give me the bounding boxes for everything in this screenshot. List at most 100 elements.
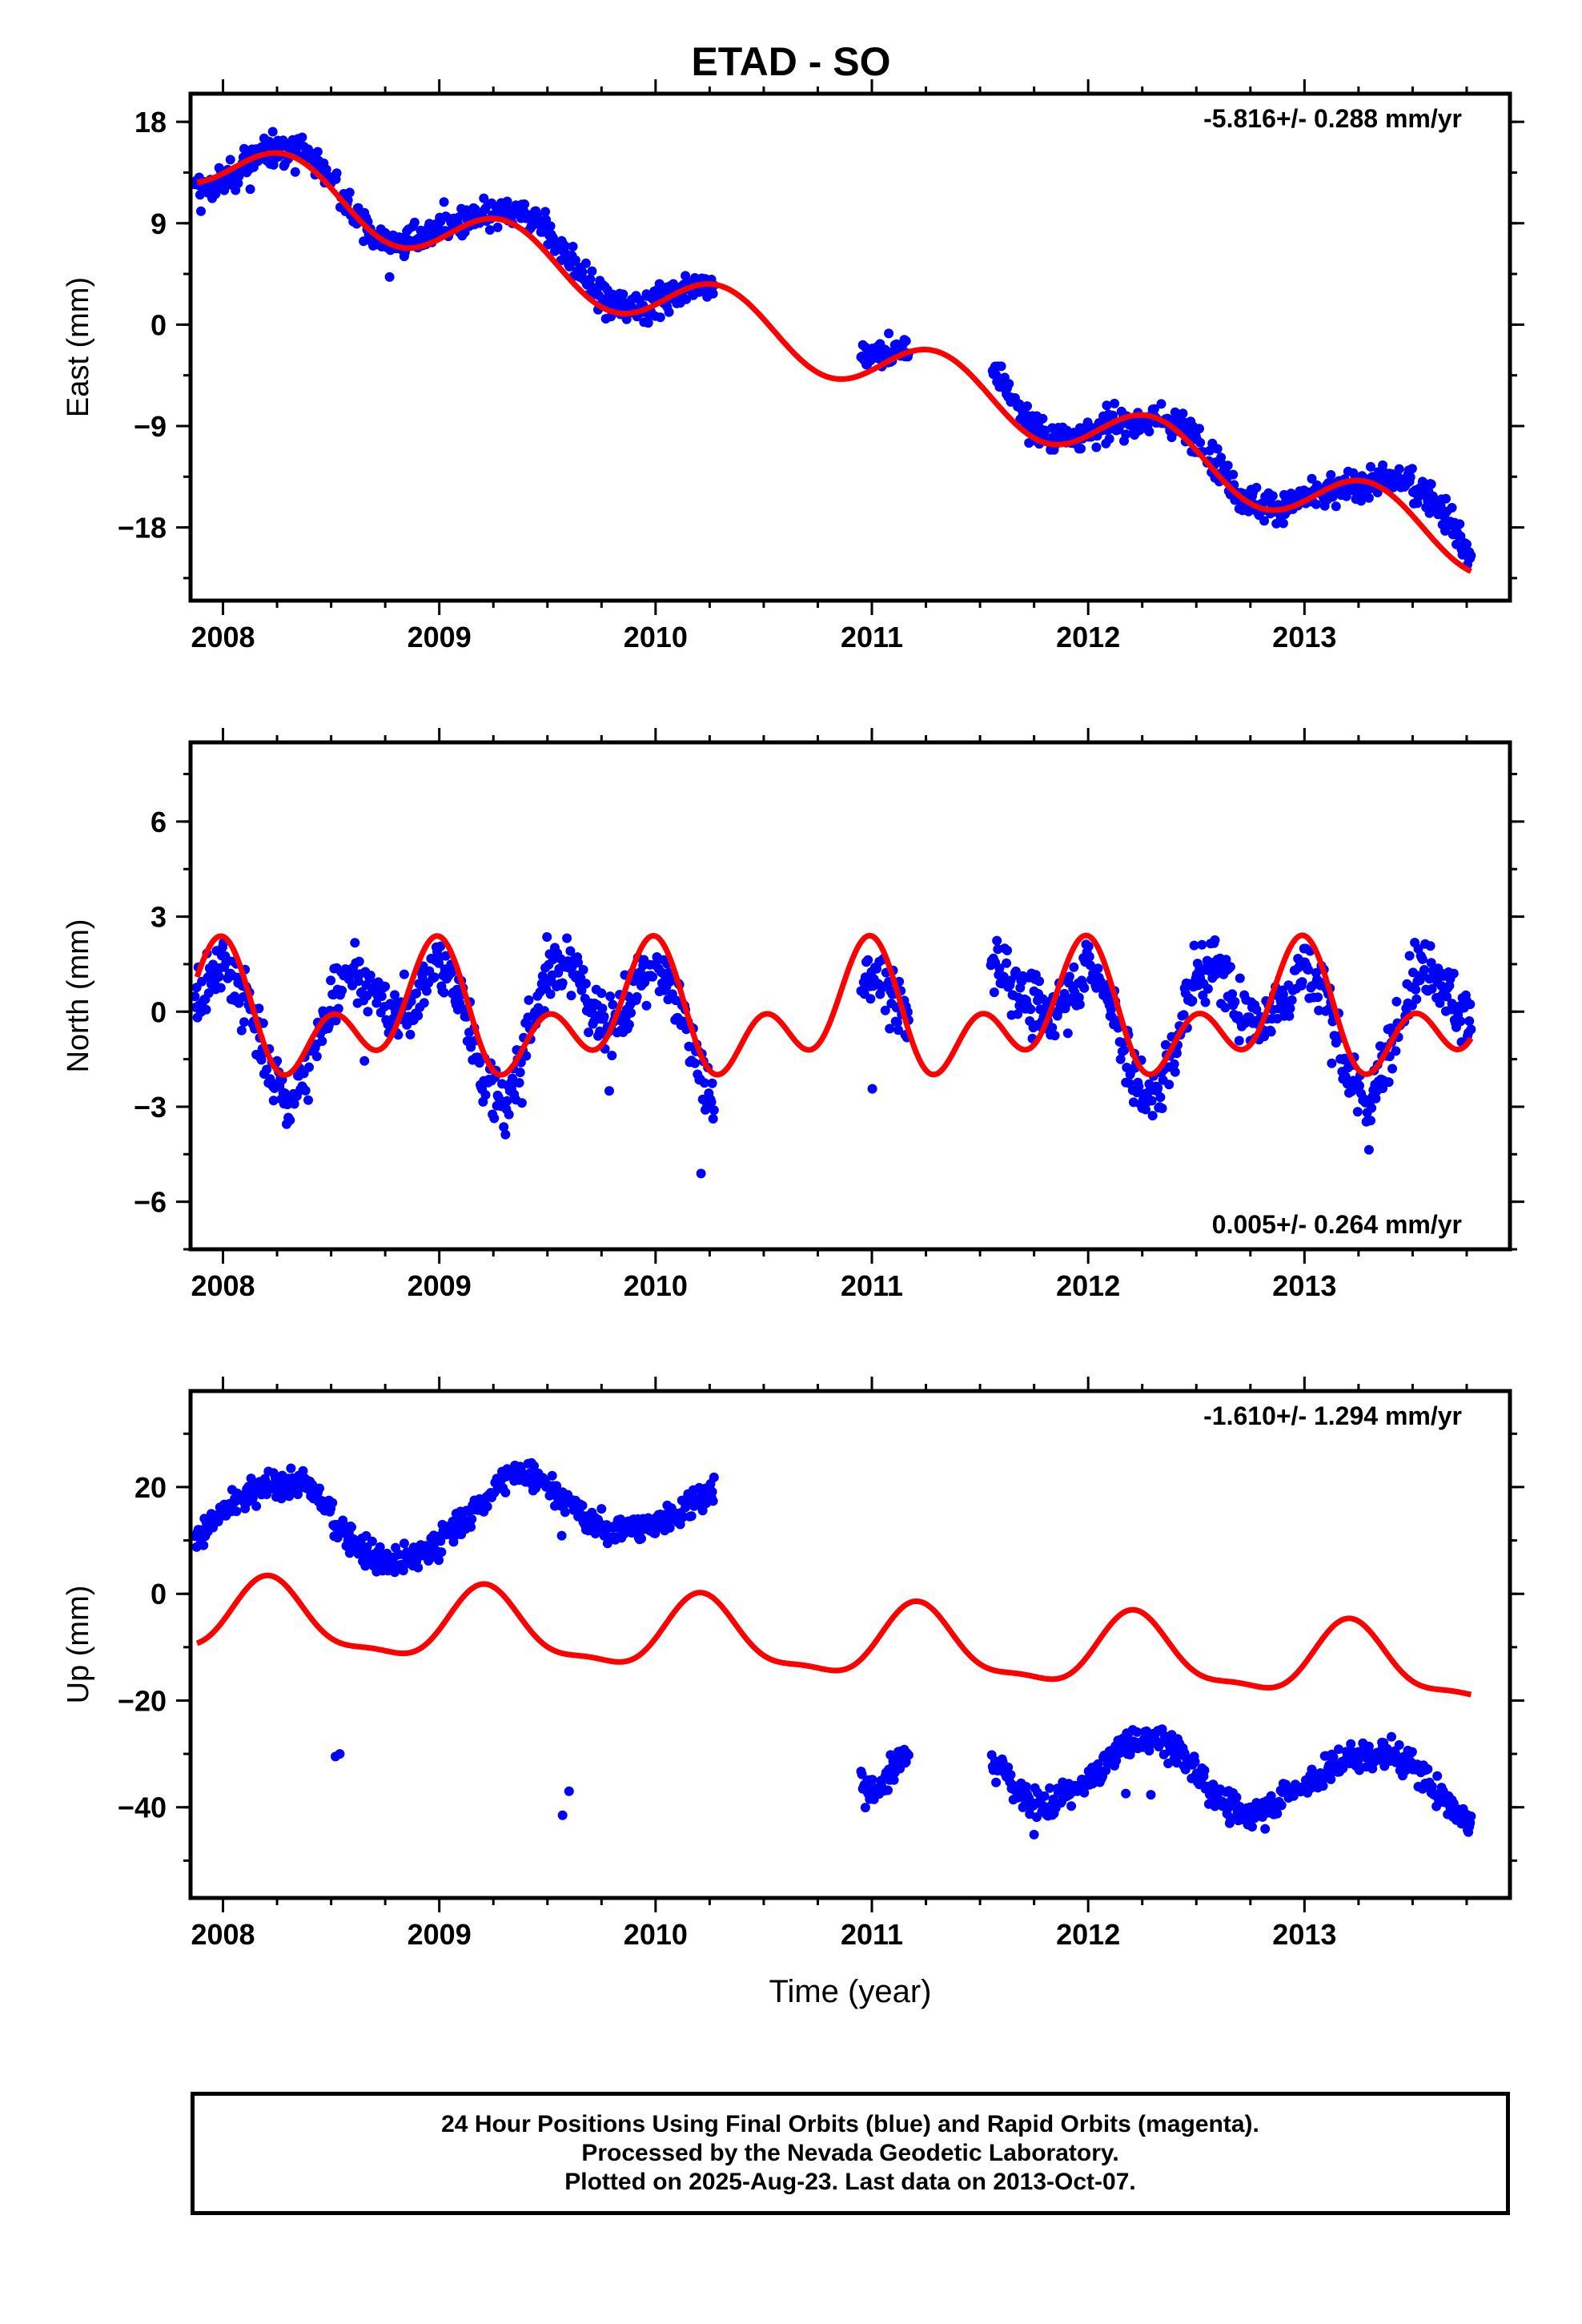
- data-point: [499, 1122, 509, 1132]
- data-point: [344, 187, 355, 198]
- data-point: [367, 1536, 377, 1546]
- data-point: [492, 222, 503, 232]
- panel-east: 2008 2009 2010 2011 2012 2013 18 9 0 −9 −18 East (m…: [62, 79, 1524, 653]
- data-point: [696, 1168, 706, 1179]
- data-point: [1178, 1010, 1189, 1020]
- data-point: [1456, 531, 1466, 541]
- data-point: [1121, 429, 1131, 440]
- data-point: [1203, 983, 1213, 994]
- data-point: [1205, 445, 1215, 456]
- data-point: [992, 935, 1002, 946]
- data-point: [903, 1750, 913, 1760]
- data-point: [1153, 1083, 1163, 1093]
- data-point: [1050, 1031, 1060, 1041]
- data-point: [268, 159, 279, 170]
- data-point: [1326, 1774, 1336, 1784]
- data-point: [419, 998, 429, 1008]
- data-point: [1079, 1787, 1090, 1798]
- data-point: [440, 951, 451, 961]
- data-point: [568, 241, 578, 251]
- data-point: [262, 1064, 272, 1075]
- data-point: [323, 1020, 334, 1031]
- data-point: [636, 1534, 646, 1544]
- data-point: [1266, 1791, 1276, 1801]
- data-point: [1426, 479, 1436, 489]
- data-point: [380, 981, 391, 991]
- data-point: [267, 142, 277, 152]
- data-point: [1155, 1092, 1166, 1103]
- data-point: [1247, 1822, 1257, 1832]
- data-point: [994, 963, 1005, 973]
- data-point: [1432, 1771, 1443, 1781]
- data-point: [684, 1041, 694, 1051]
- y-tick-label: 9: [151, 207, 167, 240]
- data-point: [1231, 1792, 1242, 1803]
- data-point: [892, 1017, 902, 1027]
- data-point: [1026, 1004, 1036, 1015]
- data-point: [413, 1011, 424, 1021]
- data-point: [412, 988, 422, 999]
- data-point: [234, 171, 244, 181]
- data-point: [1425, 941, 1435, 951]
- data-point: [436, 1547, 447, 1558]
- data-point: [337, 985, 347, 995]
- data-point: [1447, 503, 1457, 513]
- data-point: [1363, 1144, 1374, 1155]
- data-point: [1134, 1081, 1144, 1092]
- rate-annotation: 0.005+/- 0.264 mm/yr: [1212, 1210, 1462, 1239]
- data-point: [1069, 962, 1079, 972]
- data-point: [1187, 995, 1198, 1006]
- data-point: [1102, 400, 1112, 411]
- data-point: [347, 1522, 356, 1532]
- data-point: [1119, 1045, 1129, 1055]
- data-point: [1378, 460, 1388, 470]
- data-point: [1074, 999, 1085, 1010]
- data-point: [560, 1507, 570, 1518]
- x-tick-label: 2010: [624, 621, 688, 653]
- caption-line-1: 24 Hour Positions Using Final Orbits (bl…: [441, 2111, 1259, 2137]
- data-point: [889, 1775, 899, 1785]
- y-tick-label: −6: [134, 1186, 167, 1219]
- data-point: [1021, 1782, 1031, 1792]
- data-point: [1272, 1808, 1283, 1819]
- data-point: [1455, 519, 1465, 529]
- data-point: [618, 289, 628, 300]
- data-point: [857, 1769, 867, 1779]
- data-point: [1260, 1823, 1271, 1834]
- data-point: [284, 1491, 295, 1502]
- data-point: [560, 241, 570, 251]
- data-point: [1006, 1770, 1016, 1780]
- y-tick-label: 6: [151, 806, 167, 838]
- data-point: [321, 164, 331, 175]
- data-point: [1411, 984, 1421, 995]
- data-point: [1039, 1791, 1050, 1801]
- data-point: [196, 206, 206, 216]
- data-point: [1303, 965, 1314, 975]
- data-point: [1047, 1023, 1058, 1033]
- data-point: [289, 1099, 299, 1109]
- data-point: [1387, 1731, 1396, 1742]
- data-point: [1195, 437, 1206, 448]
- data-point: [399, 969, 409, 979]
- x-tick-label: 2011: [841, 1269, 903, 1302]
- data-point: [1404, 951, 1415, 961]
- y-tick-label: 3: [151, 901, 167, 934]
- data-point: [1311, 499, 1321, 509]
- data-point: [604, 1086, 614, 1096]
- data-point: [1297, 977, 1307, 987]
- x-axis-label: Time (year): [769, 1974, 932, 2009]
- data-point: [706, 1097, 717, 1108]
- data-point: [1234, 1035, 1244, 1046]
- data-point: [1391, 1046, 1401, 1056]
- data-point: [608, 999, 618, 1010]
- data-point: [350, 938, 360, 948]
- data-point: [290, 167, 300, 177]
- data-point: [562, 933, 572, 943]
- data-point: [1417, 954, 1427, 964]
- data-point: [1169, 1059, 1179, 1069]
- data-point: [570, 255, 580, 265]
- data-point: [1002, 945, 1013, 955]
- data-point: [1079, 983, 1090, 993]
- data-point: [1466, 1024, 1476, 1035]
